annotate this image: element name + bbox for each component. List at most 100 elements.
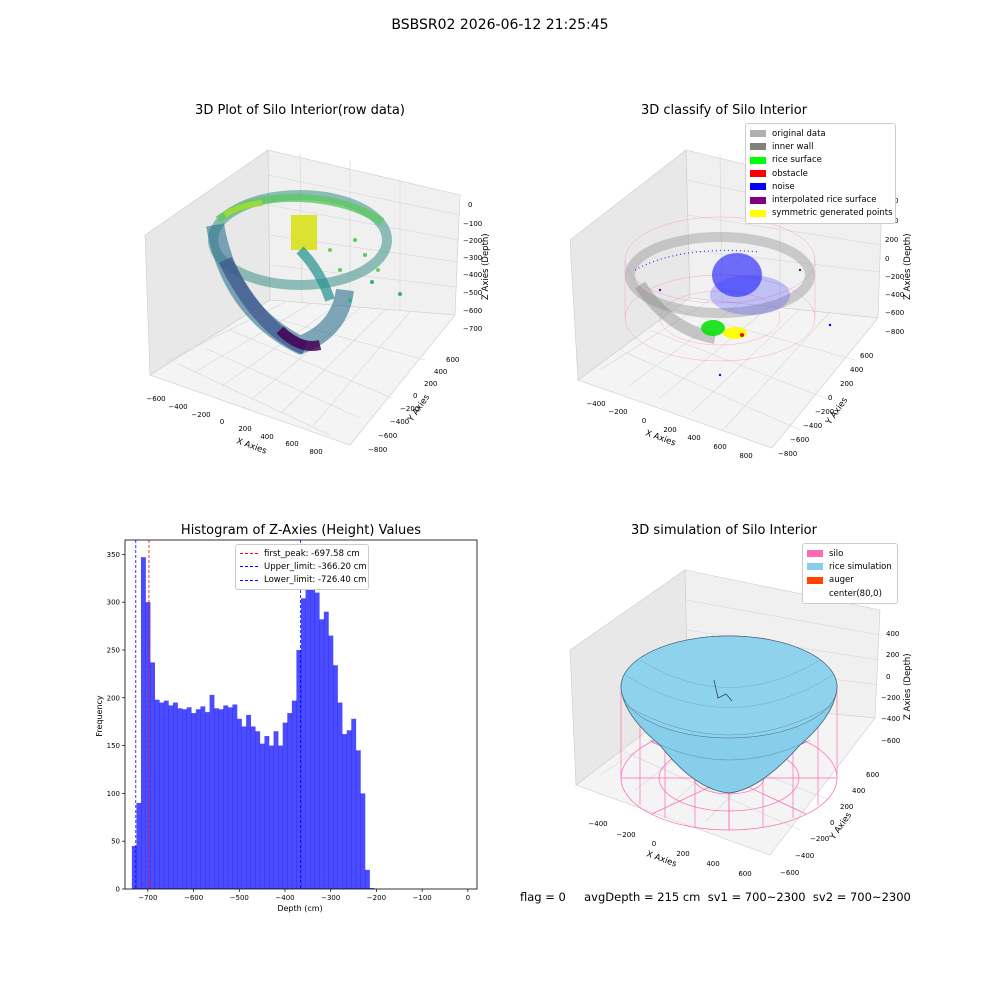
legend-item: Upper_limit: -366.20 cm [240,560,367,573]
histogram-bar [273,731,279,889]
histogram-bar [323,611,329,889]
legend-label: original data [772,128,826,139]
classify-ztick: −200 [885,273,904,281]
figure-title: BSBSR02 2026-06-12 21:25:45 [391,17,609,33]
legend-swatch-auger [807,576,823,584]
histogram-bar [337,702,343,889]
legend-swatch-symmetric [750,209,766,217]
classify-ztick: −400 [885,291,904,299]
legend-item: symmetric generated points [750,207,893,220]
histogram-bar [250,726,256,889]
raw-ztick: 0 [468,201,472,209]
simulation-ytick: −400 [795,852,814,860]
simulation-legend: silo rice simulation auger center(80,0) [802,543,898,605]
histogram-bar [209,694,215,889]
legend-item: original data [750,127,891,140]
raw-ytick: 400 [434,368,447,376]
simulation-xtick: 200 [676,850,689,858]
histogram-bar [333,665,338,889]
histogram-bar [182,709,188,889]
simulation-ztick: 0 [886,673,890,681]
simulation-ytick: 200 [840,803,853,811]
histogram-bar [141,557,146,889]
classify-ytick: 0 [828,394,832,402]
legend-swatch-rice-simulation [807,563,823,571]
histogram-x-tick-label: −500 [230,894,249,902]
histogram-bar [237,718,242,889]
raw-ztick: −500 [463,289,482,297]
histogram-bar [269,745,274,889]
legend-label: Lower_limit: -726.40 cm [264,575,367,586]
simulation-x-ticks: −400 −200 0 200 400 600 [588,820,751,878]
raw-ztick: −700 [463,325,482,333]
simulation-ztick: 400 [886,630,899,638]
histogram-bar [200,706,206,889]
legend-line-first-peak [240,553,258,555]
raw-z-ticks: 0 −100 −200 −300 −400 −500 −600 −700 [463,201,482,333]
histogram-bar [191,713,197,889]
classify-x-ticks: −400 −200 0 200 400 600 800 [586,400,752,460]
classify-xtick: 400 [687,434,700,442]
histogram-x-tick-label: −700 [138,894,157,902]
legend-label: silo [829,548,844,559]
raw-xtick: 600 [285,440,298,448]
legend-item: silo [807,547,893,560]
histogram-x-label: Depth (cm) [277,904,322,913]
legend-label: auger [829,575,854,586]
legend-label: first_peak: -697.58 cm [264,548,360,559]
histogram-bar [131,845,137,889]
legend-label: Upper_limit: -366.20 cm [264,561,367,572]
legend-label: symmetric generated points [772,208,893,219]
classify-ytick: −800 [778,450,797,458]
histogram-bar [227,707,233,889]
raw-xtick: 200 [238,425,251,433]
histogram-bar [282,722,288,889]
histogram-bar [150,662,156,889]
classify-ytick: −200 [815,408,834,416]
raw-ytick: −800 [368,446,387,454]
simulation-ytick: −600 [780,869,799,877]
raw-ytick: 200 [424,380,437,388]
classify-xtick: −200 [608,408,627,416]
classify-ytick: −600 [790,436,809,444]
histogram-bar [342,734,348,889]
histogram-y-tick-label: 0 [116,886,120,894]
histogram-bar [365,869,370,889]
raw-3d-plot: −600 −400 −200 0 200 400 600 800 X Axies… [144,149,491,457]
raw-x-ticks: −600 −400 −200 0 200 400 600 800 [146,395,322,456]
simulation-ztick: −400 [881,715,900,723]
legend-item: Lower_limit: -726.40 cm [240,574,367,587]
raw-y-ticks: −800 −600 −400 −200 0 200 400 600 [368,356,459,454]
histogram-title: Histogram of Z-Axies (Height) Values [180,523,422,538]
histogram-bar [223,705,229,889]
histogram-bar [264,736,270,889]
raw-ytick: −600 [378,432,397,440]
histogram-bar [246,714,252,889]
histogram-y-label: Frequency [95,695,104,737]
histogram-x-tick-label: 0 [466,894,470,902]
legend-item: noise [750,180,891,193]
histogram-bar [163,700,169,889]
raw-xtick: 0 [220,418,224,426]
histogram-bar [305,559,311,889]
classify-xtick: 800 [739,452,752,460]
raw-ytick: −400 [390,418,409,426]
simulation-status-text: flag = 0 avgDepth = 215 cm sv1 = 700~230… [520,890,911,904]
classify-3d-plot: −400 −200 0 200 400 600 800 X Axies −800… [569,149,913,460]
histogram-bar [136,802,142,889]
legend-swatch-original [750,130,766,138]
legend-item: center(80,0) [807,587,893,600]
simulation-rice-surface [620,635,838,794]
histogram-bar [186,707,192,889]
histogram-x-tick-label: −200 [367,894,386,902]
histogram-bar [168,705,174,889]
simulation-xtick: 600 [738,870,751,878]
legend-swatch-rice-surface [750,156,766,164]
legend-item: interpolated rice surface [750,193,891,206]
legend-item: obstacle [750,167,891,180]
legend-swatch-silo [807,550,823,558]
simulation-xtick: −200 [616,831,635,839]
histogram-bar [328,635,334,889]
raw-ztick: −200 [463,237,482,245]
simulation-xtick: −400 [588,820,607,828]
